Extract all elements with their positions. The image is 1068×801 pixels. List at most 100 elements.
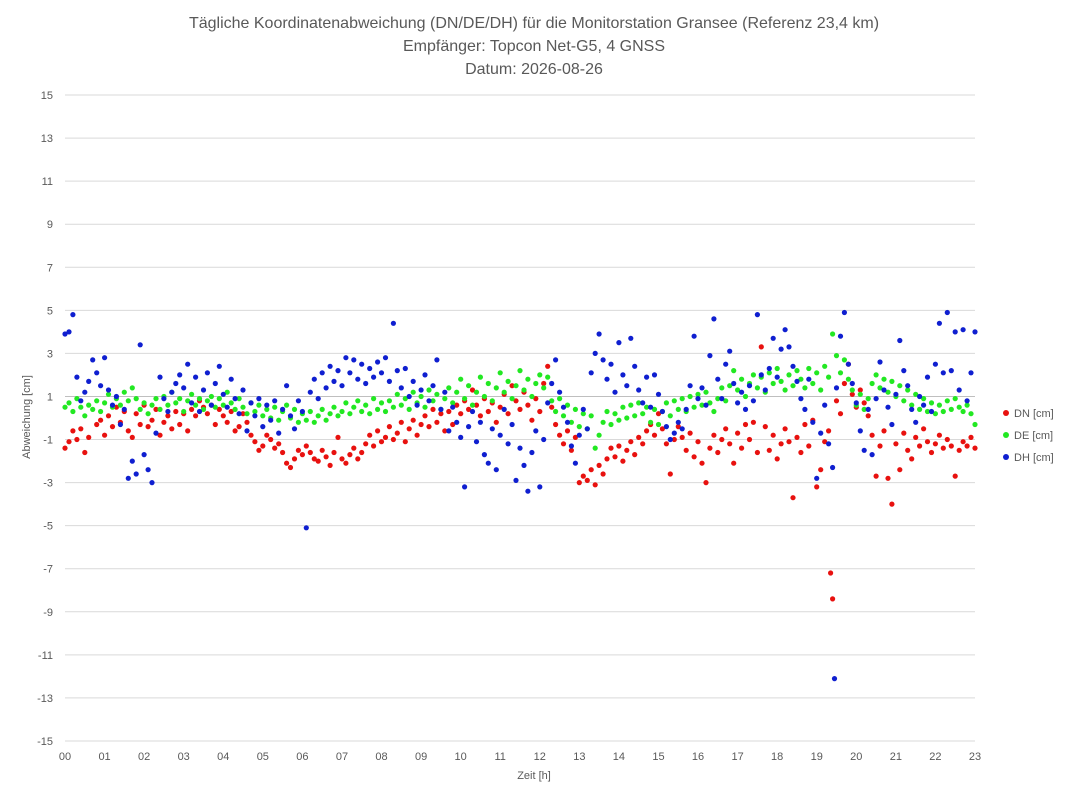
data-point <box>620 372 626 378</box>
data-point <box>82 413 88 419</box>
data-point <box>826 441 832 447</box>
data-point <box>936 432 943 438</box>
data-point <box>881 428 887 434</box>
y-tick-label: 11 <box>42 176 53 188</box>
data-point <box>272 445 278 451</box>
data-point <box>109 402 116 408</box>
data-point <box>466 424 472 430</box>
data-point <box>299 408 305 415</box>
x-tick-label: 00 <box>59 751 71 763</box>
data-point <box>347 452 353 458</box>
data-point <box>208 393 214 400</box>
data-point <box>82 449 88 456</box>
data-point <box>204 370 210 376</box>
data-point <box>739 389 745 395</box>
data-point <box>964 402 970 408</box>
data-point <box>196 408 203 415</box>
data-point <box>501 406 507 412</box>
data-point <box>485 408 491 415</box>
data-point <box>426 398 432 404</box>
data-point <box>968 434 974 440</box>
data-point <box>695 439 701 445</box>
data-point <box>466 406 472 412</box>
data-point <box>580 411 586 417</box>
data-point <box>371 374 377 380</box>
data-point <box>651 432 658 438</box>
x-tick-label: 14 <box>613 751 625 763</box>
y-tick-label: 7 <box>47 262 53 274</box>
data-point <box>790 363 796 369</box>
data-point <box>280 406 286 412</box>
series-1 <box>62 331 978 451</box>
data-point <box>576 480 582 486</box>
data-point <box>291 406 298 412</box>
data-point <box>161 396 167 402</box>
data-point <box>335 413 341 419</box>
data-point <box>303 443 309 449</box>
data-point <box>94 398 100 404</box>
data-point <box>553 408 559 415</box>
data-point <box>612 454 618 460</box>
data-point <box>972 445 978 451</box>
x-tick-label: 07 <box>336 751 348 763</box>
data-point <box>378 400 385 406</box>
y-tick-label: 9 <box>47 219 53 231</box>
data-point <box>671 430 677 436</box>
data-point <box>193 413 199 419</box>
data-point <box>944 309 950 316</box>
data-point <box>806 376 812 382</box>
data-point <box>291 456 298 462</box>
data-point <box>236 411 242 417</box>
data-point <box>177 372 183 378</box>
data-point <box>418 421 424 428</box>
data-point <box>828 570 834 576</box>
data-point <box>232 406 238 412</box>
data-point <box>885 475 891 481</box>
data-point <box>161 419 167 425</box>
data-point <box>390 436 396 443</box>
data-point <box>814 475 820 481</box>
data-point <box>742 393 749 400</box>
data-point <box>560 404 567 410</box>
data-point <box>469 402 476 408</box>
data-point <box>861 447 867 453</box>
data-point <box>145 424 151 430</box>
data-point <box>473 389 480 395</box>
data-point <box>307 389 313 395</box>
data-point <box>260 413 266 419</box>
data-point <box>236 424 242 430</box>
data-point <box>861 400 867 406</box>
data-point <box>181 408 187 415</box>
data-point <box>940 370 946 376</box>
data-point <box>481 452 487 458</box>
data-point <box>707 445 713 451</box>
data-point <box>956 387 962 393</box>
data-point <box>557 432 563 438</box>
data-point <box>727 441 733 447</box>
data-point <box>873 473 879 479</box>
data-point <box>378 439 385 445</box>
data-point <box>137 421 143 428</box>
data-point <box>909 456 915 462</box>
data-point <box>564 428 571 434</box>
data-point <box>193 402 199 408</box>
data-point <box>434 357 440 363</box>
data-point <box>252 408 258 415</box>
data-point <box>568 443 575 449</box>
data-point <box>169 426 175 432</box>
data-point <box>268 436 274 443</box>
data-point <box>921 396 927 402</box>
data-point <box>311 456 317 462</box>
data-point <box>105 387 112 393</box>
data-point <box>715 449 721 456</box>
data-point <box>406 406 412 412</box>
data-point <box>351 445 357 451</box>
data-point <box>339 408 345 415</box>
data-point <box>62 445 68 451</box>
legend-marker <box>1003 410 1009 416</box>
data-point <box>865 413 871 419</box>
data-point <box>426 387 432 393</box>
chart-title: Tägliche Koordinatenabweichung (DN/DE/DH… <box>189 15 879 32</box>
data-point <box>632 452 638 458</box>
